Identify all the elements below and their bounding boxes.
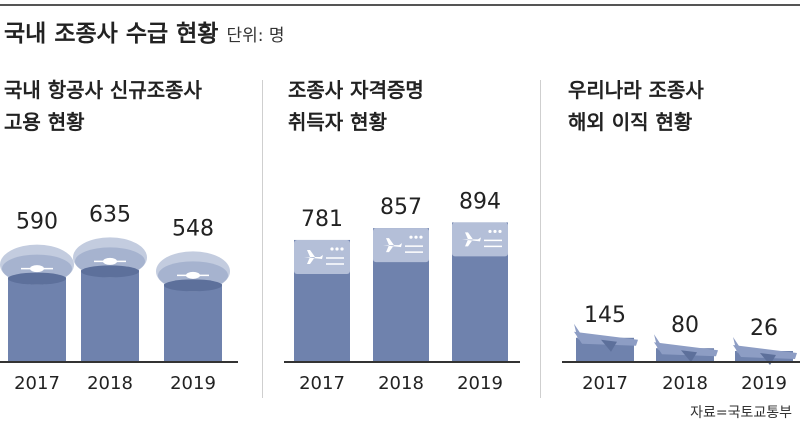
panel-title-line: 국내 항공사 신규조종사	[4, 78, 202, 102]
license-card-icon	[373, 228, 429, 263]
data-label: 635	[89, 202, 131, 227]
data-label: 548	[172, 216, 214, 241]
panel-divider	[262, 80, 263, 398]
axis-baseline	[0, 361, 238, 363]
license-card-icon	[452, 222, 508, 257]
tick-label: 2018	[662, 373, 708, 394]
pilot-cap-icon	[73, 237, 147, 278]
panel-divider	[540, 80, 541, 398]
panel-title-line: 고용 현황	[4, 110, 85, 134]
data-label: 857	[380, 195, 422, 220]
panel-title-line: 해외 이직 현황	[568, 110, 693, 134]
tick-label: 2017	[582, 373, 628, 394]
bar-group	[294, 239, 350, 361]
bar-group	[733, 337, 797, 365]
panel-title-line: 취득자 현황	[288, 110, 387, 134]
axis-baseline	[562, 361, 800, 363]
bar-group	[373, 228, 429, 361]
tick-label: 2018	[378, 373, 424, 394]
bar-group	[452, 222, 508, 361]
panel-title-overseas: 우리나라 조종사 해외 이직 현황	[568, 74, 704, 138]
airplane-icon	[574, 323, 638, 352]
top-rule	[0, 4, 800, 6]
axis-baseline	[284, 361, 520, 363]
tick-label: 2019	[741, 373, 787, 394]
panel-title-hiring: 국내 항공사 신규조종사 고용 현황	[4, 74, 202, 138]
panel-title-license: 조종사 자격증명 취득자 현황	[288, 74, 424, 138]
tick-label: 2017	[14, 373, 60, 394]
tick-label: 2019	[457, 373, 503, 394]
unit-label: 단위: 명	[226, 26, 285, 46]
tick-label: 2019	[170, 373, 216, 394]
bar-group	[156, 251, 230, 361]
page-title: 국내 조종사 수급 현황 단위: 명	[4, 14, 285, 48]
title-text: 국내 조종사 수급 현황	[4, 21, 219, 47]
data-label: 80	[671, 313, 699, 338]
data-label: 145	[584, 303, 626, 328]
bar-group	[574, 323, 638, 361]
airplane-icon	[654, 334, 718, 363]
panel-title-line: 우리나라 조종사	[568, 78, 704, 102]
tick-label: 2018	[87, 373, 133, 394]
source-note: 자료=국토교통부	[690, 405, 792, 421]
data-label: 894	[459, 189, 501, 214]
bar-group	[654, 334, 718, 363]
pilot-cap-icon	[0, 244, 74, 285]
bar-group	[0, 244, 74, 361]
data-label: 590	[16, 210, 58, 235]
pilot-cap-icon	[156, 251, 230, 292]
airplane-icon	[733, 337, 797, 365]
bar-group	[73, 237, 147, 361]
data-label: 26	[750, 316, 778, 341]
panel-title-line: 조종사 자격증명	[288, 78, 424, 102]
license-card-icon	[294, 239, 350, 274]
tick-label: 2017	[299, 373, 345, 394]
data-label: 781	[301, 207, 343, 232]
